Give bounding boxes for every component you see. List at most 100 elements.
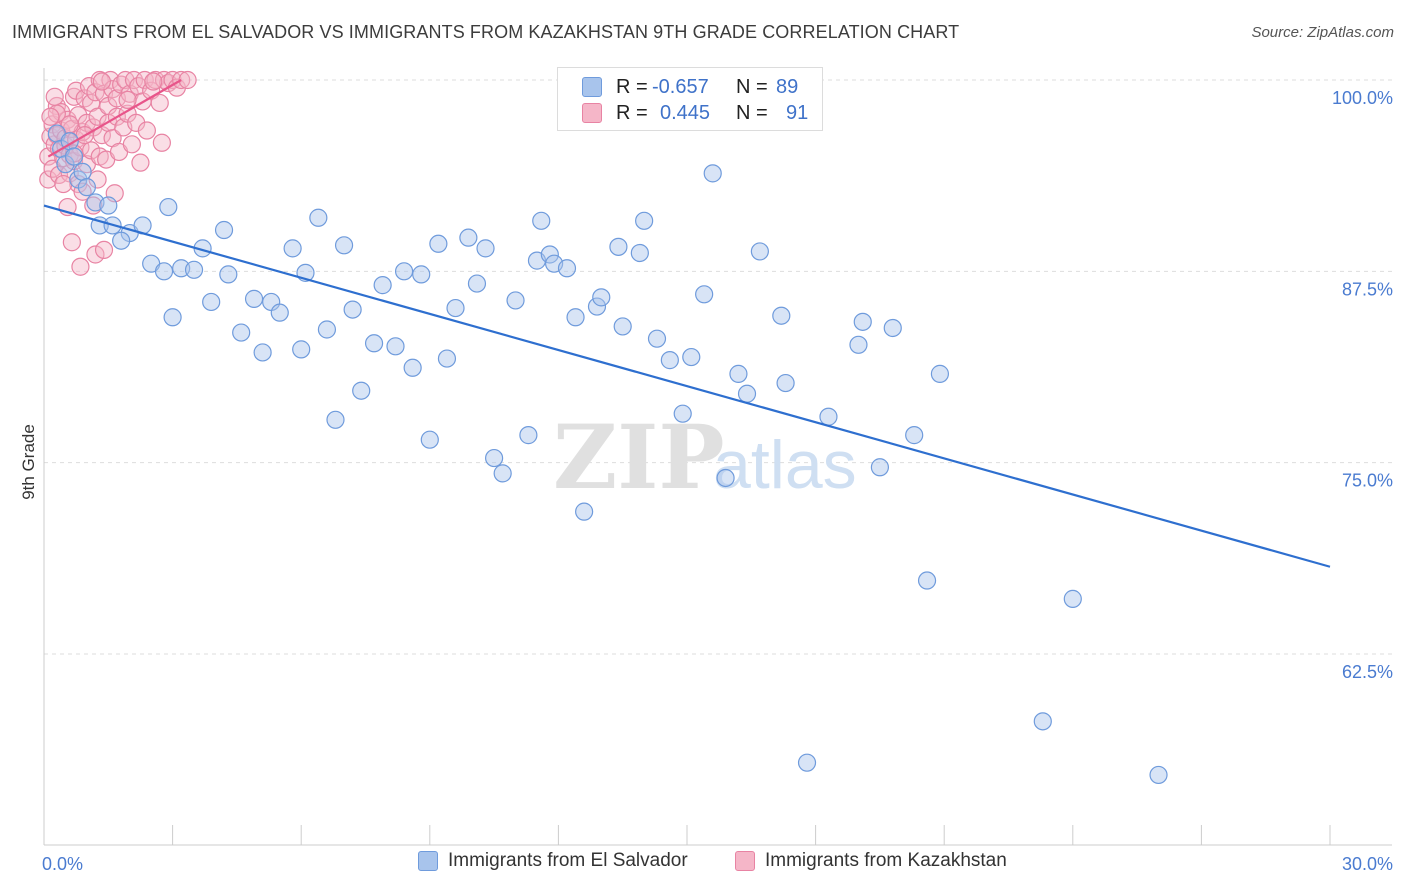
series-legend: Immigrants from El Salvador Immigrants f… [0, 850, 1406, 878]
el-salvador-point [420, 430, 439, 449]
el-salvador-point [566, 308, 585, 327]
kazakhstan-point [152, 133, 171, 152]
el-salvador-point [214, 220, 234, 240]
kazakhstan-point [122, 135, 141, 154]
legend-n-label: N = [736, 101, 768, 124]
kazakhstan-point [41, 107, 60, 126]
el-salvador-point [112, 231, 131, 250]
el-salvador-point [77, 178, 96, 197]
kazakhstan-point [92, 72, 111, 91]
el-salvador-point [729, 364, 748, 383]
el-salvador-point [270, 303, 289, 322]
series-swatch-blue [418, 851, 438, 871]
el-salvador-point [154, 262, 174, 281]
el-salvador-point [64, 147, 84, 166]
el-salvador-point [737, 384, 757, 403]
el-salvador-point [917, 571, 937, 590]
el-salvador-point [1033, 712, 1052, 731]
el-salvador-point [883, 318, 902, 338]
kazakhstan-point [88, 107, 107, 126]
el-salvador-point [849, 335, 868, 354]
el-salvador-point [459, 228, 478, 247]
series-swatch-pink [735, 851, 755, 871]
y-tick-label: 62.5% [1342, 662, 1393, 682]
legend-row-kazakhstan: R = 0.445 N = 91 [582, 101, 808, 125]
el-salvador-point [660, 351, 679, 370]
series-legend-kazakhstan: Immigrants from Kazakhstan [735, 850, 1007, 872]
kazakhstan-point [84, 196, 103, 215]
y-tick-labels: 62.5% 75.0% 87.5% 100.0% [1332, 88, 1393, 682]
el-salvador-point [532, 211, 551, 230]
legend-r-label: R = [616, 101, 648, 124]
el-salvador-point [695, 285, 714, 304]
el-salvador-point [797, 753, 817, 772]
el-salvador-points [47, 124, 1168, 785]
legend-r-value: 0.445 [660, 101, 711, 124]
el-salvador-point [364, 334, 384, 353]
el-salvador-point [609, 237, 628, 256]
axes [43, 68, 1392, 846]
legend-n-value: 91 [786, 101, 809, 124]
kazakhstan-points [39, 70, 197, 276]
kazakhstan-point [86, 245, 105, 264]
el-salvador-point [750, 242, 769, 261]
el-salvador-point [73, 162, 92, 181]
el-salvador-point [476, 239, 495, 258]
el-salvador-point [90, 216, 109, 235]
kazakhstan-point [94, 240, 114, 260]
el-salvador-point [326, 410, 345, 429]
series-legend-label: Immigrants from El Salvador [448, 850, 688, 871]
el-salvador-point [647, 329, 667, 348]
el-salvador-trend-line [43, 204, 1331, 568]
el-salvador-point [386, 337, 405, 356]
y-axis-label: 9th Grade [19, 424, 38, 500]
el-salvador-point [613, 317, 632, 336]
el-salvador-point [163, 308, 182, 327]
y-tick-label: 100.0% [1332, 88, 1393, 108]
legend-row-el-salvador: R = -0.657 N = 89 [582, 75, 798, 99]
el-salvador-point [587, 297, 607, 316]
el-salvador-point [352, 381, 371, 400]
el-salvador-point [232, 323, 251, 342]
kazakhstan-point [144, 72, 163, 91]
el-salvador-point [99, 196, 118, 215]
kazakhstan-point [137, 121, 156, 140]
el-salvador-point [429, 234, 448, 253]
legend-swatch-blue [582, 77, 602, 97]
kazakhstan-trend-line [47, 79, 182, 158]
el-salvador-point [506, 291, 525, 310]
el-salvador-point [317, 320, 337, 339]
el-salvador-point [202, 292, 221, 312]
kazakhstan-point [62, 233, 81, 252]
legend-n-label: N = [736, 75, 768, 98]
el-salvador-point [485, 448, 504, 468]
el-salvador-point [493, 464, 512, 483]
el-salvador-point [373, 276, 392, 295]
el-salvador-point [1149, 765, 1168, 785]
el-salvador-point [930, 364, 950, 383]
kazakhstan-point [150, 93, 169, 113]
el-salvador-point [682, 347, 701, 367]
grid-lines [44, 79, 1392, 655]
el-salvador-point [283, 239, 302, 258]
legend-r-label: R = [616, 75, 648, 98]
x-tick-label-min: 0.0% [42, 854, 83, 874]
el-salvador-point [403, 358, 422, 377]
source-label: Source: ZipAtlas.com [1251, 24, 1394, 41]
series-legend-el-salvador: Immigrants from El Salvador [418, 850, 688, 872]
el-salvador-point [592, 288, 611, 307]
series-legend-label: Immigrants from Kazakhstan [765, 850, 1007, 871]
trend-lines [43, 79, 1331, 568]
el-salvador-point [630, 243, 649, 263]
el-salvador-point [159, 197, 178, 217]
el-salvador-point [703, 164, 722, 183]
watermark-atlas: atlas [713, 427, 857, 503]
el-salvador-point [716, 468, 735, 488]
kazakhstan-point [45, 87, 64, 106]
el-salvador-point [1063, 589, 1082, 608]
el-salvador-point [412, 265, 431, 284]
el-salvador-point [467, 274, 487, 293]
el-salvador-point [673, 404, 692, 423]
legend-r-value: -0.657 [652, 75, 709, 98]
